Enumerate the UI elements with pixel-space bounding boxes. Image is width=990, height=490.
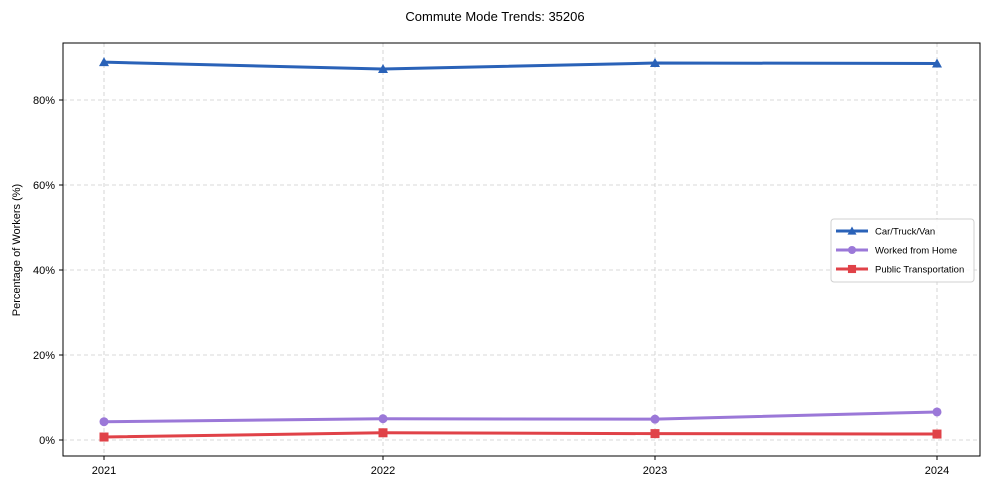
y-tick-label: 60% [33,180,55,192]
legend-label: Car/Truck/Van [875,227,935,238]
circle-marker [99,417,109,427]
y-axis-label: Percentage of Workers (%) [11,184,23,316]
axes: 2021 2022 2023 2024 0% 20% 40% 60% 80% [33,95,949,477]
triangle-marker [99,57,109,67]
circle-marker [847,245,857,255]
x-tick-label: 2022 [371,465,395,477]
series-worked-from-home [99,407,942,427]
y-tick-label: 80% [33,95,55,107]
data-series [99,57,942,442]
legend-item: Worked from Home [836,246,957,257]
x-tick-label: 2023 [643,465,667,477]
x-tick-label: 2021 [92,465,116,477]
grid-lines [63,43,980,456]
circle-marker [650,414,660,424]
square-marker [932,429,942,439]
chart-title: Commute Mode Trends: 35206 [405,9,585,24]
square-marker [99,432,109,442]
square-marker [847,264,857,274]
legend-label: Worked from Home [875,246,957,257]
legend-label: Public Transportation [875,265,964,276]
legend-item: Car/Truck/Van [836,226,935,238]
y-tick-label: 40% [33,265,55,277]
triangle-marker [378,63,388,73]
y-tick-label: 0% [39,435,55,447]
series-public-transportation [99,428,942,442]
legend-box [830,218,975,283]
circle-marker [378,414,388,424]
triangle-marker [847,226,857,235]
series-line [103,60,938,71]
triangle-marker [650,58,660,68]
series-line [103,431,938,439]
plot-frame [62,42,981,457]
y-tick-label: 20% [33,350,55,362]
legend-item: Public Transportation [836,265,964,276]
x-tick-label: 2024 [925,465,949,477]
circle-marker [932,407,942,417]
series-car-truck-van [99,57,942,73]
series-line [103,410,938,424]
square-marker [650,429,660,439]
legend: Car/Truck/Van Worked from Home Public Tran… [830,218,975,283]
triangle-marker [932,58,942,68]
square-marker [378,428,388,438]
